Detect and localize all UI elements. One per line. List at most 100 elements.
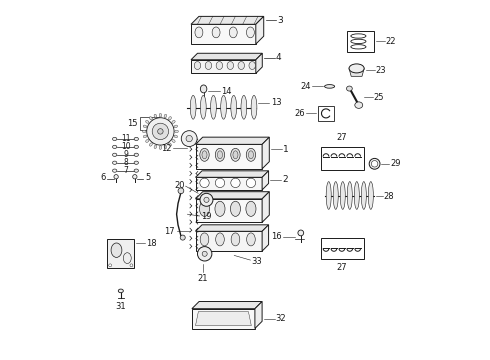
Bar <box>347 31 374 52</box>
Text: 22: 22 <box>386 37 396 46</box>
Ellipse shape <box>143 130 146 133</box>
Ellipse shape <box>248 151 253 159</box>
Ellipse shape <box>118 289 123 293</box>
Polygon shape <box>255 302 262 328</box>
Ellipse shape <box>233 151 238 159</box>
Ellipse shape <box>215 148 224 161</box>
Ellipse shape <box>164 114 167 118</box>
Polygon shape <box>349 68 364 76</box>
Ellipse shape <box>361 182 367 209</box>
Polygon shape <box>196 225 269 231</box>
Ellipse shape <box>202 151 207 159</box>
Ellipse shape <box>159 113 162 117</box>
Ellipse shape <box>113 169 117 172</box>
Ellipse shape <box>246 148 256 161</box>
Text: 4: 4 <box>276 53 282 62</box>
Ellipse shape <box>231 178 240 188</box>
Ellipse shape <box>326 182 331 209</box>
Ellipse shape <box>333 182 338 209</box>
Ellipse shape <box>200 193 213 206</box>
Ellipse shape <box>371 161 378 167</box>
Text: 11: 11 <box>122 135 131 144</box>
Text: 10: 10 <box>122 143 131 152</box>
Ellipse shape <box>355 102 363 108</box>
Ellipse shape <box>143 135 147 138</box>
Bar <box>320 147 364 170</box>
Ellipse shape <box>220 95 226 119</box>
Text: 2: 2 <box>282 175 288 184</box>
Text: 23: 23 <box>376 66 386 75</box>
Ellipse shape <box>172 139 175 143</box>
Text: 7: 7 <box>124 166 129 175</box>
Ellipse shape <box>218 151 222 159</box>
Ellipse shape <box>204 197 209 202</box>
Ellipse shape <box>216 62 222 69</box>
Text: 20: 20 <box>174 181 185 190</box>
Ellipse shape <box>134 138 139 141</box>
Ellipse shape <box>324 85 335 88</box>
Ellipse shape <box>215 201 225 216</box>
Ellipse shape <box>152 123 169 140</box>
Ellipse shape <box>202 251 207 256</box>
Polygon shape <box>196 199 262 222</box>
Ellipse shape <box>134 161 139 165</box>
Text: 26: 26 <box>294 109 305 118</box>
Text: 24: 24 <box>300 82 311 91</box>
Ellipse shape <box>251 95 257 119</box>
Polygon shape <box>192 302 262 309</box>
Ellipse shape <box>368 182 373 209</box>
Polygon shape <box>262 225 269 251</box>
Text: 31: 31 <box>116 302 126 311</box>
Polygon shape <box>196 177 262 190</box>
Ellipse shape <box>164 145 167 149</box>
Ellipse shape <box>200 148 209 161</box>
Text: 1: 1 <box>283 145 289 154</box>
Ellipse shape <box>113 153 117 157</box>
Ellipse shape <box>231 233 240 246</box>
Ellipse shape <box>146 120 149 123</box>
Polygon shape <box>191 60 256 73</box>
Polygon shape <box>191 24 256 44</box>
Ellipse shape <box>169 117 171 120</box>
Ellipse shape <box>200 178 209 188</box>
Ellipse shape <box>172 120 175 123</box>
Polygon shape <box>262 192 270 222</box>
Ellipse shape <box>212 27 220 38</box>
Ellipse shape <box>174 125 177 128</box>
Text: 5: 5 <box>145 174 150 183</box>
Ellipse shape <box>211 95 216 119</box>
Polygon shape <box>107 239 134 268</box>
Ellipse shape <box>199 201 210 216</box>
Ellipse shape <box>246 178 256 188</box>
Text: 15: 15 <box>127 119 138 128</box>
Ellipse shape <box>175 130 178 133</box>
Ellipse shape <box>133 175 137 179</box>
Ellipse shape <box>180 235 185 240</box>
Ellipse shape <box>147 118 174 145</box>
Polygon shape <box>262 171 269 190</box>
Text: 12: 12 <box>161 144 172 153</box>
Ellipse shape <box>369 158 380 169</box>
Ellipse shape <box>190 95 196 119</box>
Text: 21: 21 <box>197 274 208 283</box>
Polygon shape <box>191 53 262 60</box>
Ellipse shape <box>215 178 224 188</box>
Text: 29: 29 <box>390 159 401 168</box>
Ellipse shape <box>146 139 149 143</box>
Text: 27: 27 <box>337 134 347 143</box>
Polygon shape <box>196 171 269 177</box>
Polygon shape <box>196 312 251 325</box>
Ellipse shape <box>197 247 212 261</box>
Ellipse shape <box>114 175 118 179</box>
Text: 25: 25 <box>374 93 384 102</box>
Ellipse shape <box>178 188 184 194</box>
Ellipse shape <box>249 62 255 69</box>
Ellipse shape <box>169 143 171 146</box>
Ellipse shape <box>216 233 224 246</box>
Ellipse shape <box>231 95 237 119</box>
Ellipse shape <box>346 86 352 91</box>
Ellipse shape <box>205 62 212 69</box>
Polygon shape <box>256 17 264 44</box>
Text: 16: 16 <box>271 232 282 241</box>
Ellipse shape <box>246 233 255 246</box>
